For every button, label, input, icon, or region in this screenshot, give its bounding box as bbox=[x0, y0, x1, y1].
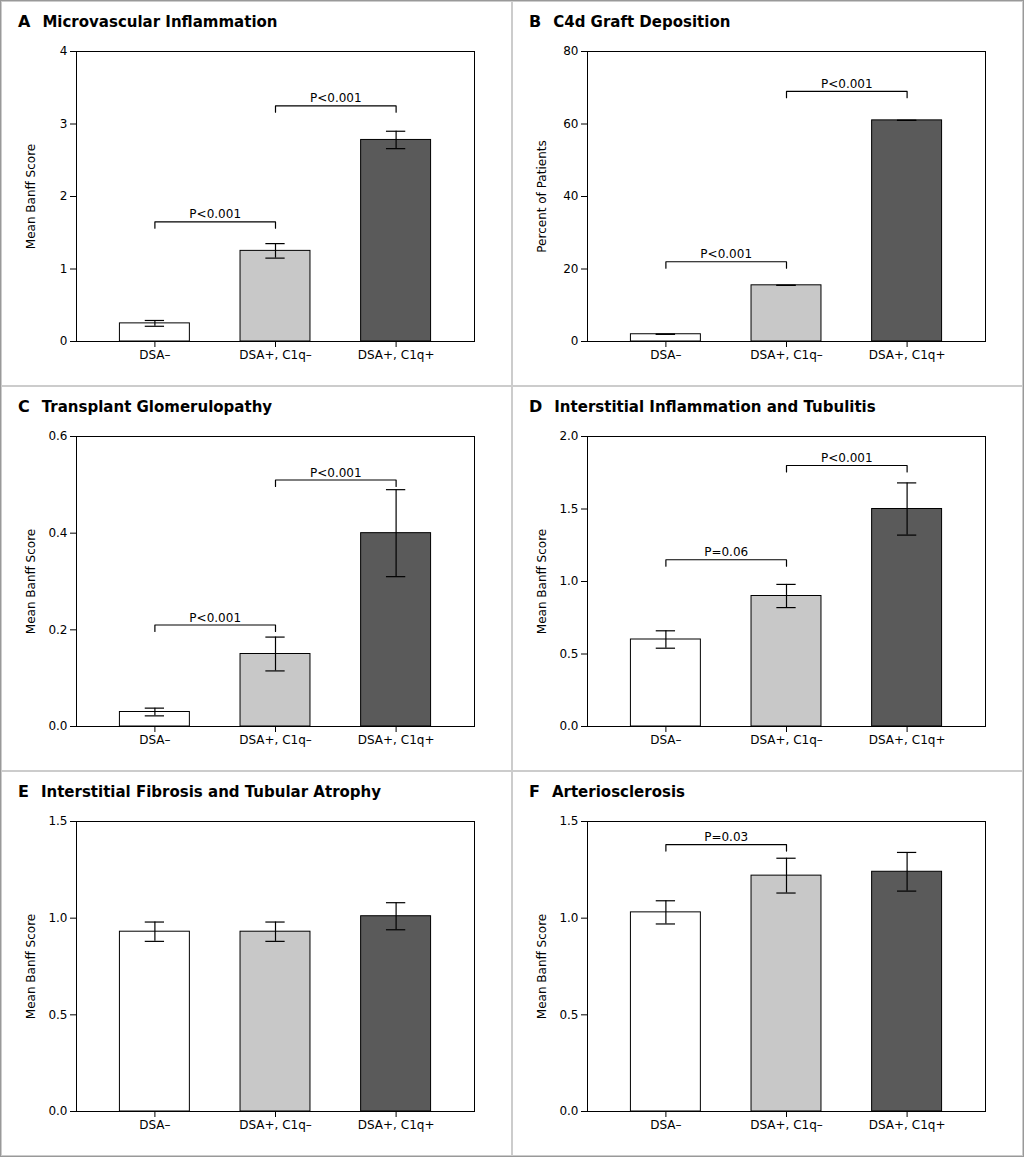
svg-text:P=0.06: P=0.06 bbox=[704, 545, 748, 559]
svg-text:Mean Banff Score: Mean Banff Score bbox=[24, 529, 38, 634]
html-text:E: E bbox=[18, 782, 29, 801]
svg-text:0.5: 0.5 bbox=[559, 647, 578, 661]
svg-text:P=0.03: P=0.03 bbox=[704, 830, 748, 844]
html-text:D: D bbox=[529, 397, 543, 416]
svg-text:DSA–: DSA– bbox=[650, 733, 681, 747]
svg-text:P<0.001: P<0.001 bbox=[310, 91, 362, 105]
svg-text:1.0: 1.0 bbox=[48, 911, 67, 925]
svg-text:Percent of Patients: Percent of Patients bbox=[535, 140, 549, 252]
svg-text:3: 3 bbox=[60, 117, 68, 131]
svg-text:DSA+, C1q–: DSA+, C1q– bbox=[239, 733, 312, 747]
svg-text:2: 2 bbox=[60, 189, 68, 203]
svg-text:DSA+, C1q–: DSA+, C1q– bbox=[750, 348, 823, 362]
svg-text:DSA–: DSA– bbox=[139, 1118, 170, 1132]
html-text:Interstitial Fibrosis and Tubu: Interstitial Fibrosis and Tubular Atroph… bbox=[40, 783, 381, 801]
svg-text:P<0.001: P<0.001 bbox=[310, 466, 362, 480]
svg-text:Mean Banff Score: Mean Banff Score bbox=[24, 144, 38, 249]
svg-text:DSA+, C1q+: DSA+, C1q+ bbox=[869, 348, 946, 362]
svg-text:DSA+, C1q+: DSA+, C1q+ bbox=[869, 1118, 946, 1132]
svg-text:Mean Banff Score: Mean Banff Score bbox=[535, 914, 549, 1019]
svg-text:2.0: 2.0 bbox=[559, 429, 578, 443]
svg-text:P<0.001: P<0.001 bbox=[189, 611, 241, 625]
svg-text:60: 60 bbox=[563, 117, 578, 131]
svg-text:1: 1 bbox=[60, 262, 68, 276]
html-text:F: F bbox=[529, 782, 540, 801]
svg-text:0: 0 bbox=[571, 334, 579, 348]
svg-text:DSA+, C1q–: DSA+, C1q– bbox=[239, 348, 312, 362]
svg-text:1.5: 1.5 bbox=[559, 502, 578, 516]
html-text:Microvascular Inflammation: Microvascular Inflammation bbox=[42, 13, 278, 31]
svg-text:1.0: 1.0 bbox=[559, 911, 578, 925]
html-text:Arteriosclerosis: Arteriosclerosis bbox=[551, 783, 685, 801]
svg-text:DSA–: DSA– bbox=[650, 348, 681, 362]
html-text:C: C bbox=[18, 397, 30, 416]
html-text:A: A bbox=[18, 12, 31, 31]
svg-text:DSA+, C1q–: DSA+, C1q– bbox=[750, 1118, 823, 1132]
html-text:C4d Graft Deposition: C4d Graft Deposition bbox=[553, 13, 731, 31]
svg-text:Mean Banff Score: Mean Banff Score bbox=[535, 529, 549, 634]
svg-text:DSA–: DSA– bbox=[139, 733, 170, 747]
svg-text:DSA+, C1q–: DSA+, C1q– bbox=[750, 733, 823, 747]
svg-text:1.5: 1.5 bbox=[559, 814, 578, 828]
svg-text:DSA+, C1q+: DSA+, C1q+ bbox=[358, 1118, 435, 1132]
svg-text:40: 40 bbox=[563, 189, 578, 203]
svg-text:0.4: 0.4 bbox=[48, 526, 67, 540]
svg-text:0: 0 bbox=[60, 334, 68, 348]
svg-text:1.5: 1.5 bbox=[48, 814, 67, 828]
svg-text:DSA+, C1q+: DSA+, C1q+ bbox=[358, 348, 435, 362]
svg-text:DSA+, C1q+: DSA+, C1q+ bbox=[869, 733, 946, 747]
svg-text:Mean Banff Score: Mean Banff Score bbox=[24, 914, 38, 1019]
svg-text:DSA+, C1q+: DSA+, C1q+ bbox=[358, 733, 435, 747]
svg-text:DSA+, C1q–: DSA+, C1q– bbox=[239, 1118, 312, 1132]
svg-text:0.0: 0.0 bbox=[559, 719, 578, 733]
svg-text:P<0.001: P<0.001 bbox=[189, 207, 241, 221]
html-text:Transplant Glomerulopathy: Transplant Glomerulopathy bbox=[41, 398, 273, 416]
svg-text:DSA–: DSA– bbox=[650, 1118, 681, 1132]
svg-text:P<0.001: P<0.001 bbox=[821, 77, 873, 91]
svg-text:20: 20 bbox=[563, 262, 578, 276]
svg-text:80: 80 bbox=[563, 44, 578, 58]
svg-text:DSA–: DSA– bbox=[139, 348, 170, 362]
html-text:B: B bbox=[529, 12, 542, 31]
svg-text:0.5: 0.5 bbox=[559, 1008, 578, 1022]
svg-text:0.5: 0.5 bbox=[48, 1008, 67, 1022]
svg-text:0.2: 0.2 bbox=[48, 623, 67, 637]
svg-text:0.6: 0.6 bbox=[48, 429, 67, 443]
svg-text:4: 4 bbox=[60, 44, 68, 58]
svg-text:0.0: 0.0 bbox=[559, 1104, 578, 1118]
svg-text:P<0.001: P<0.001 bbox=[700, 247, 752, 261]
svg-text:0.0: 0.0 bbox=[48, 1104, 67, 1118]
svg-text:P<0.001: P<0.001 bbox=[821, 451, 873, 465]
svg-text:0.0: 0.0 bbox=[48, 719, 67, 733]
svg-text:1.0: 1.0 bbox=[559, 574, 578, 588]
html-text:Interstitial Inflammation and: Interstitial Inflammation and Tubulitis bbox=[554, 398, 876, 416]
